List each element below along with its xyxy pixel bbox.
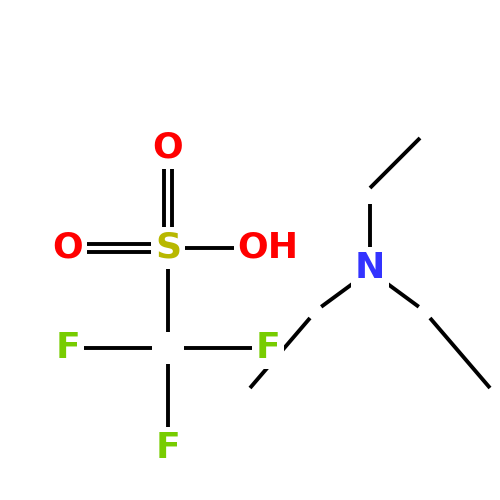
Text: S: S xyxy=(155,231,181,265)
Text: O: O xyxy=(152,131,184,165)
Text: O: O xyxy=(52,231,84,265)
Text: OH: OH xyxy=(238,231,298,265)
Text: F: F xyxy=(256,331,280,365)
Text: F: F xyxy=(156,431,180,465)
Text: F: F xyxy=(56,331,80,365)
Text: N: N xyxy=(355,251,385,285)
